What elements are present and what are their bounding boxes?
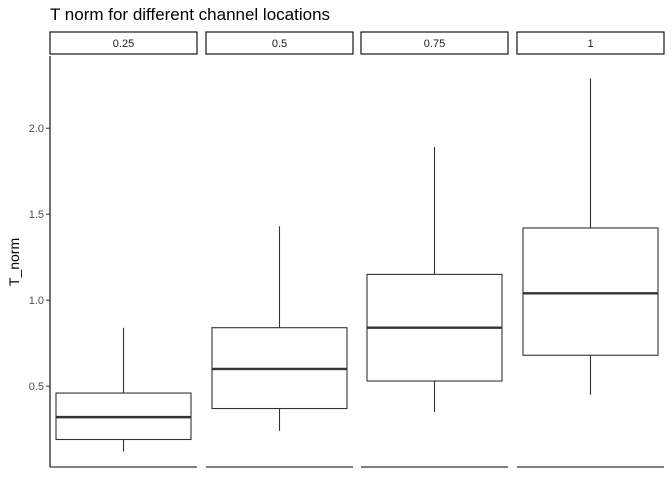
y-axis: 0.5 1.0 1.5 2.0 (29, 56, 51, 467)
facet-panel-2: 0.75 (360, 31, 509, 468)
box-3 (522, 227, 659, 356)
facet-strip-label-0: 0.25 (113, 38, 134, 50)
facet-strip-label-3: 1 (587, 38, 593, 50)
facet-strip-label-1: 0.5 (272, 38, 287, 50)
y-axis-label: T_norm (6, 238, 22, 286)
facet-panel-0: 0.25 (49, 31, 198, 468)
facet-strip-3 (516, 31, 665, 55)
chart-title: T norm for different channel locations (50, 5, 330, 24)
facet-panel-1: 0.5 (205, 31, 354, 468)
facet-strip-0 (49, 31, 198, 55)
y-tick-label-3: 2.0 (29, 123, 44, 135)
y-tick-label-0: 0.5 (29, 381, 44, 393)
facet-panel-3: 1 (516, 31, 665, 468)
y-tick-label-2: 1.5 (29, 209, 44, 221)
y-tick-label-1: 1.0 (29, 295, 44, 307)
facet-panels: 0.25 0.5 0.75 1 (49, 31, 665, 468)
facet-strip-label-2: 0.75 (424, 38, 445, 50)
facet-strip-1 (205, 31, 354, 55)
facet-strip-2 (360, 31, 509, 55)
